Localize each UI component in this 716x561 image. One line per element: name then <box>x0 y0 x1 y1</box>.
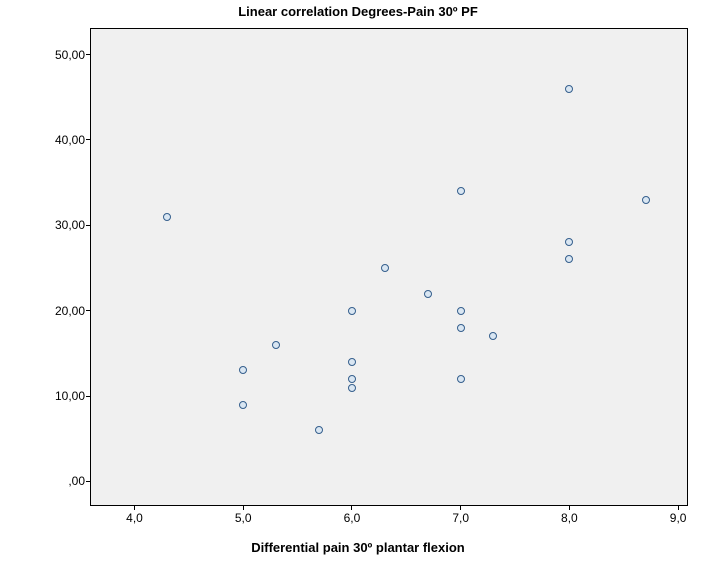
data-point <box>457 307 465 315</box>
data-point <box>489 332 497 340</box>
data-point <box>348 375 356 383</box>
x-tick-label: 5,0 <box>235 505 252 525</box>
y-tick-label: 20,00 <box>55 304 91 318</box>
y-tick-label: 10,00 <box>55 389 91 403</box>
x-tick-label: 9,0 <box>670 505 687 525</box>
data-point <box>239 401 247 409</box>
data-point <box>348 384 356 392</box>
data-point <box>348 307 356 315</box>
y-tick-label: 50,00 <box>55 48 91 62</box>
data-point <box>424 290 432 298</box>
x-tick-label: 4,0 <box>126 505 143 525</box>
x-axis-label: Differential pain 30º plantar flexion <box>0 540 716 555</box>
plot-area: ,0010,0020,0030,0040,0050,004,05,06,07,0… <box>90 28 688 506</box>
x-tick-label: 8,0 <box>561 505 578 525</box>
data-point <box>457 375 465 383</box>
data-point <box>642 196 650 204</box>
data-point <box>565 85 573 93</box>
data-point <box>315 426 323 434</box>
data-point <box>272 341 280 349</box>
data-point <box>163 213 171 221</box>
data-point <box>381 264 389 272</box>
y-tick-label: 30,00 <box>55 218 91 232</box>
chart-title: Linear correlation Degrees-Pain 30º PF <box>0 4 716 19</box>
data-point <box>565 255 573 263</box>
y-tick-label: 40,00 <box>55 133 91 147</box>
data-point <box>239 366 247 374</box>
data-point <box>457 324 465 332</box>
data-point <box>565 238 573 246</box>
x-tick-label: 6,0 <box>344 505 361 525</box>
scatter-chart: Linear correlation Degrees-Pain 30º PF D… <box>0 0 716 561</box>
data-point <box>457 187 465 195</box>
y-tick-label: ,00 <box>68 474 91 488</box>
data-point <box>348 358 356 366</box>
x-tick-label: 7,0 <box>452 505 469 525</box>
